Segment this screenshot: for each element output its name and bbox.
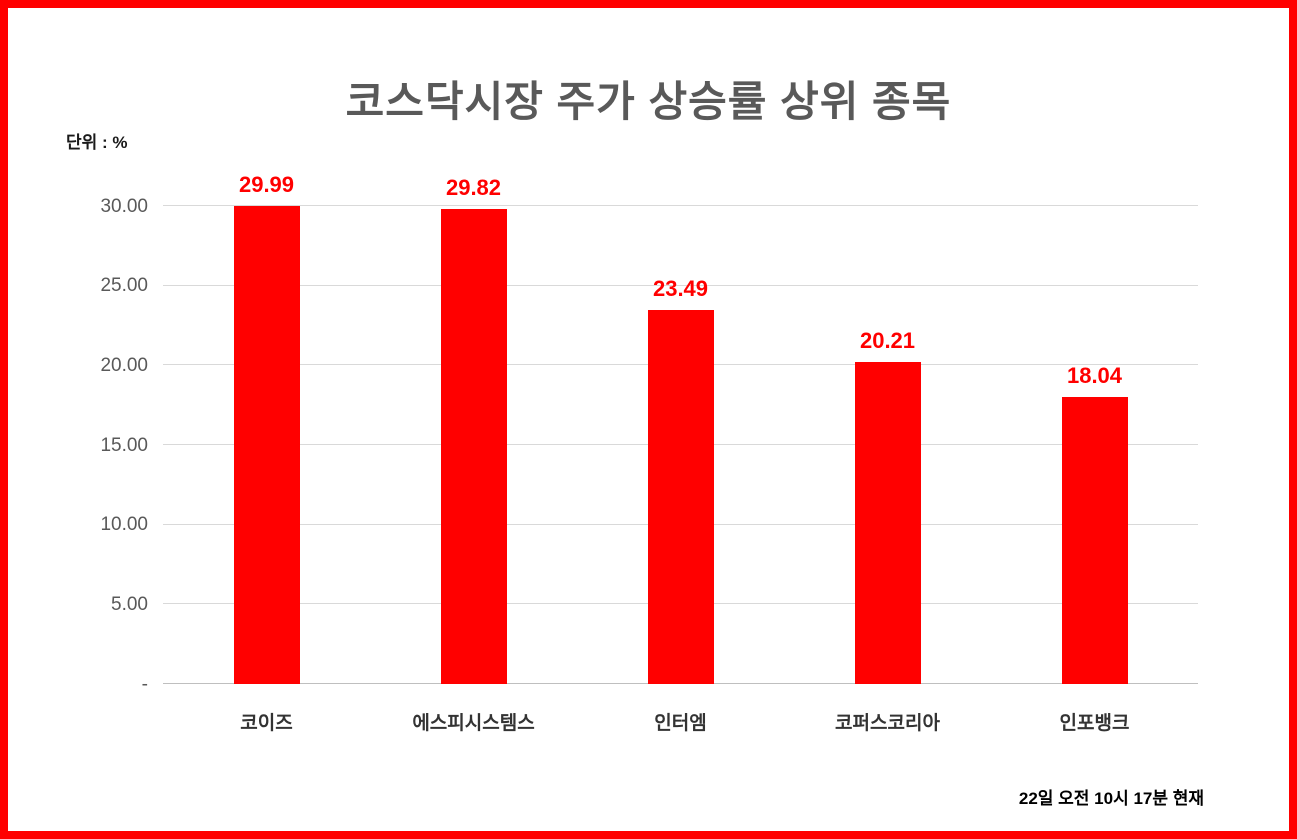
x-category-label: 인포뱅크 (1059, 713, 1130, 734)
gridline (163, 205, 1198, 206)
bar-value-label: 20.21 (859, 328, 916, 353)
y-tick-label: 30.00 (100, 195, 148, 217)
x-category-label: 에스피시스템스 (412, 713, 535, 734)
bar-value-label: 29.99 (238, 172, 295, 198)
bar-value-label: 18.04 (1066, 362, 1123, 388)
y-tick-label: 20.00 (100, 354, 148, 376)
chart-title: 코스닥시장 주가 상승률 상위 종목 (345, 78, 952, 125)
bar (647, 309, 714, 684)
bar-value-label: 29.82 (445, 174, 502, 200)
bar (440, 208, 507, 684)
y-tick-label: 5.00 (111, 593, 148, 615)
bar (1061, 396, 1128, 684)
y-tick-label: 15.00 (100, 434, 148, 456)
x-category-label: 코이즈 (240, 713, 293, 734)
x-category-label: 코퍼스코리아 (835, 713, 940, 734)
bar (233, 206, 300, 684)
bar-value-label: 23.49 (652, 275, 709, 301)
y-tick-label: 25.00 (100, 275, 148, 297)
gridline (163, 284, 1198, 286)
y-tick-label: 10.00 (100, 514, 148, 536)
bar (854, 362, 921, 684)
x-category-label: 인터엠 (654, 713, 707, 734)
y-tick-label: - (141, 673, 148, 695)
plot-area: 30.00 25.00 20.00 15.00 10.00 5.00 - 29.99 코이즈 29… (100, 172, 1198, 734)
unit-label: 단위 : % (66, 133, 128, 152)
timestamp-note: 22일 오전 10시 17분 현재 (1018, 789, 1204, 808)
